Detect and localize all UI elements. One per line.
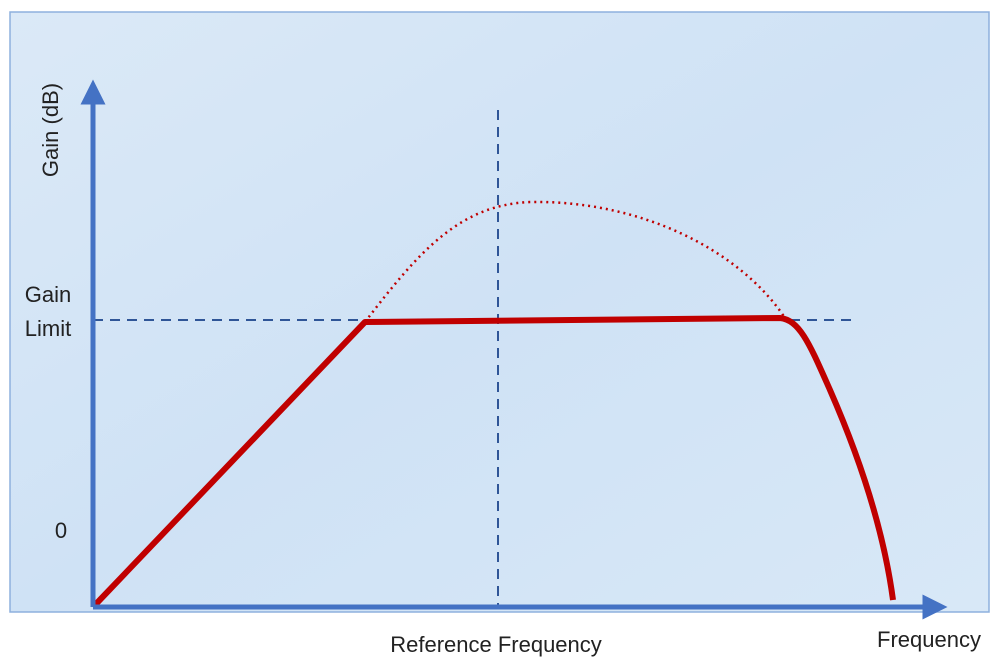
reference-frequency-label: Reference Frequency — [390, 632, 602, 657]
zero-label: 0 — [55, 518, 67, 543]
x-axis-label: Frequency — [877, 627, 981, 652]
limited-gain-curve — [92, 315, 896, 608]
gain-limit-label: Limit — [25, 316, 71, 341]
y-axis-label: Gain (dB) — [38, 83, 63, 177]
background-panel — [9, 11, 990, 613]
gain-limit-label: Gain — [25, 282, 71, 307]
